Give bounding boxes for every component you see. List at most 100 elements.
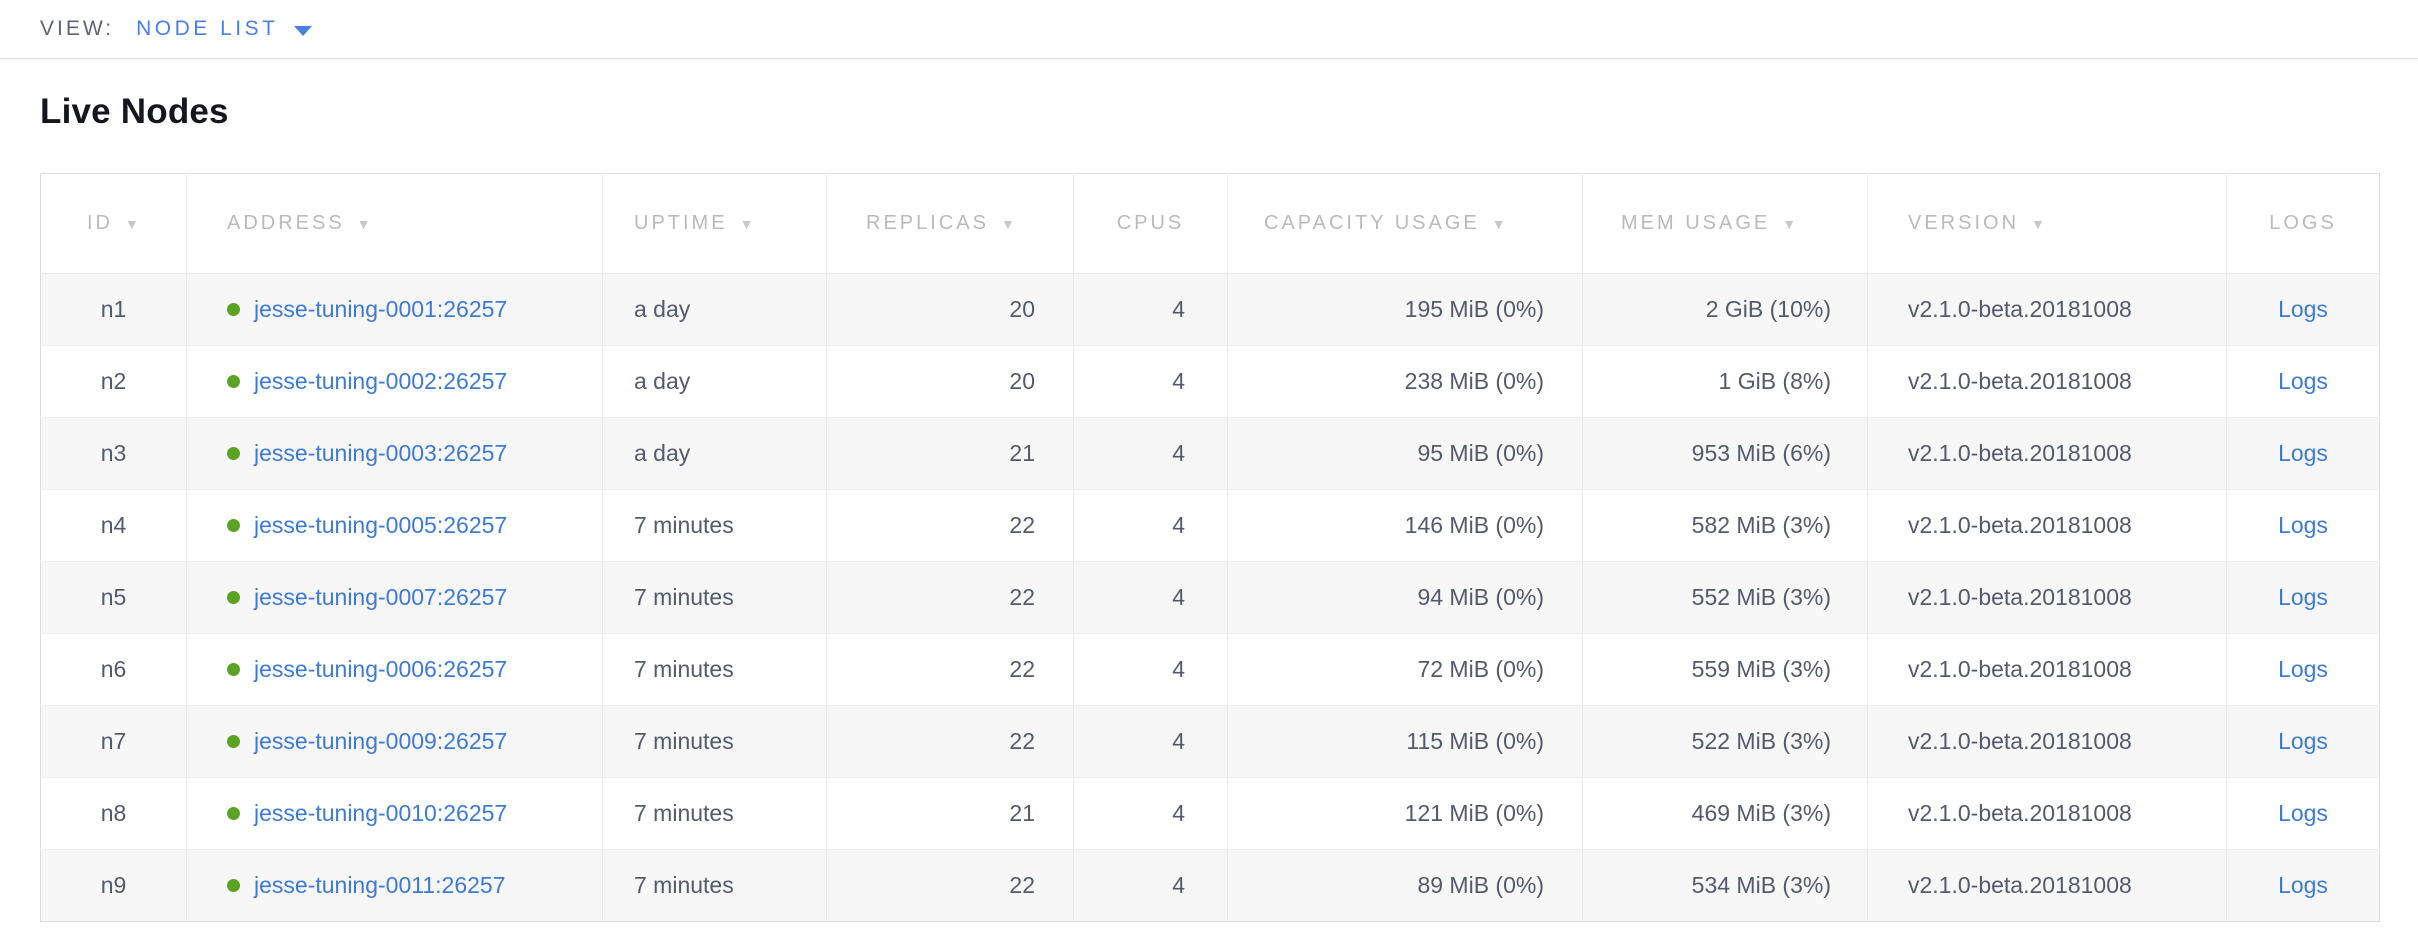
- cell-replicas: 20: [826, 273, 1074, 346]
- column-header-capacity[interactable]: CAPACITY USAGE ▼: [1227, 173, 1583, 274]
- column-header-id[interactable]: ID ▼: [40, 173, 187, 274]
- column-header-label: MEM USAGE: [1621, 212, 1771, 234]
- cell-version: v2.1.0-beta.20181008: [1867, 345, 2227, 418]
- node-logs-link[interactable]: Logs: [2278, 872, 2328, 898]
- node-row: n9 jesse-tuning-0011:26257 7 minutes 22 4 89 …: [40, 849, 2380, 922]
- cell-mem: 582 MiB (3%): [1582, 489, 1868, 562]
- node-address-link[interactable]: jesse-tuning-0003:26257: [254, 440, 508, 466]
- view-selector-dropdown[interactable]: NODE LIST: [136, 17, 313, 41]
- cell-cpus: 4: [1073, 489, 1228, 562]
- cell-logs: Logs: [2226, 273, 2380, 346]
- live-nodes-table: ID ▼ ADDRESS ▼ UPTIME ▼ REPLICAS ▼ CPUS CAPACITY …: [40, 173, 2380, 922]
- column-header-version[interactable]: VERSION ▼: [1867, 173, 2227, 274]
- column-header-mem[interactable]: MEM USAGE ▼: [1582, 173, 1868, 274]
- cell-cpus: 4: [1073, 849, 1228, 922]
- cell-logs: Logs: [2226, 345, 2380, 418]
- node-logs-link[interactable]: Logs: [2278, 296, 2328, 322]
- cell-cpus: 4: [1073, 345, 1228, 418]
- cell-cpus: 4: [1073, 705, 1228, 778]
- cell-mem: 1 GiB (8%): [1582, 345, 1868, 418]
- node-address-link[interactable]: jesse-tuning-0011:26257: [254, 872, 506, 898]
- node-logs-link[interactable]: Logs: [2278, 728, 2328, 754]
- cell-mem: 469 MiB (3%): [1582, 777, 1868, 850]
- column-header-label: CAPACITY USAGE: [1264, 212, 1480, 234]
- node-live-status-icon: [227, 447, 240, 460]
- cell-capacity: 238 MiB (0%): [1227, 345, 1583, 418]
- node-live-status-icon: [227, 519, 240, 532]
- cell-uptime: 7 minutes: [602, 489, 827, 562]
- cell-address: jesse-tuning-0003:26257: [186, 417, 603, 490]
- node-logs-link[interactable]: Logs: [2278, 440, 2328, 466]
- cell-replicas: 22: [826, 705, 1074, 778]
- node-logs-link[interactable]: Logs: [2278, 656, 2328, 682]
- cell-id: n7: [40, 705, 187, 778]
- cell-id: n9: [40, 849, 187, 922]
- node-live-status-icon: [227, 807, 240, 820]
- cell-replicas: 22: [826, 633, 1074, 706]
- cell-cpus: 4: [1073, 777, 1228, 850]
- cell-cpus: 4: [1073, 633, 1228, 706]
- cell-capacity: 146 MiB (0%): [1227, 489, 1583, 562]
- column-header-cpus: CPUS: [1073, 173, 1228, 274]
- node-live-status-icon: [227, 375, 240, 388]
- node-address-link[interactable]: jesse-tuning-0002:26257: [254, 368, 508, 394]
- cell-version: v2.1.0-beta.20181008: [1867, 705, 2227, 778]
- view-label: VIEW:: [40, 17, 115, 40]
- sort-descending-icon: ▼: [2031, 216, 2045, 232]
- cell-replicas: 22: [826, 489, 1074, 562]
- cell-logs: Logs: [2226, 849, 2380, 922]
- dropdown-caret-icon: [294, 25, 313, 36]
- cell-capacity: 121 MiB (0%): [1227, 777, 1583, 850]
- cell-id: n4: [40, 489, 187, 562]
- cell-id: n2: [40, 345, 187, 418]
- cell-id: n6: [40, 633, 187, 706]
- cell-uptime: 7 minutes: [602, 561, 827, 634]
- cell-address: jesse-tuning-0009:26257: [186, 705, 603, 778]
- cell-cpus: 4: [1073, 561, 1228, 634]
- cell-capacity: 94 MiB (0%): [1227, 561, 1583, 634]
- content: Live Nodes ID ▼ ADDRESS ▼ UPTIME ▼ REPLICAS ▼ CP…: [0, 92, 2418, 922]
- cell-version: v2.1.0-beta.20181008: [1867, 417, 2227, 490]
- cell-logs: Logs: [2226, 705, 2380, 778]
- cell-id: n5: [40, 561, 187, 634]
- node-address-link[interactable]: jesse-tuning-0005:26257: [254, 512, 508, 538]
- cell-address: jesse-tuning-0011:26257: [186, 849, 603, 922]
- node-address-link[interactable]: jesse-tuning-0006:26257: [254, 656, 508, 682]
- node-row: n7 jesse-tuning-0009:26257 7 minutes 22 4 115…: [40, 705, 2380, 778]
- cell-logs: Logs: [2226, 633, 2380, 706]
- cell-capacity: 89 MiB (0%): [1227, 849, 1583, 922]
- view-toolbar: VIEW: NODE LIST: [0, 0, 2418, 59]
- column-header-label: LOGS: [2269, 212, 2337, 234]
- column-header-address[interactable]: ADDRESS ▼: [186, 173, 603, 274]
- node-logs-link[interactable]: Logs: [2278, 512, 2328, 538]
- cell-uptime: a day: [602, 345, 827, 418]
- cell-cpus: 4: [1073, 273, 1228, 346]
- cell-uptime: 7 minutes: [602, 777, 827, 850]
- cell-cpus: 4: [1073, 417, 1228, 490]
- node-row: n3 jesse-tuning-0003:26257 a day 21 4 95 MiB …: [40, 417, 2380, 490]
- node-address-link[interactable]: jesse-tuning-0001:26257: [254, 296, 508, 322]
- cell-uptime: 7 minutes: [602, 705, 827, 778]
- cell-mem: 559 MiB (3%): [1582, 633, 1868, 706]
- cell-version: v2.1.0-beta.20181008: [1867, 273, 2227, 346]
- cell-id: n3: [40, 417, 187, 490]
- node-logs-link[interactable]: Logs: [2278, 368, 2328, 394]
- cell-logs: Logs: [2226, 417, 2380, 490]
- table-header-row: ID ▼ ADDRESS ▼ UPTIME ▼ REPLICAS ▼ CPUS CAPACITY …: [40, 173, 2380, 274]
- node-row: n8 jesse-tuning-0010:26257 7 minutes 21 4 121…: [40, 777, 2380, 850]
- cell-replicas: 21: [826, 777, 1074, 850]
- view-selector-value: NODE LIST: [136, 17, 279, 40]
- cell-uptime: a day: [602, 417, 827, 490]
- node-row: n5 jesse-tuning-0007:26257 7 minutes 22 4 94 …: [40, 561, 2380, 634]
- node-address-link[interactable]: jesse-tuning-0007:26257: [254, 584, 508, 610]
- node-address-link[interactable]: jesse-tuning-0010:26257: [254, 800, 508, 826]
- node-address-link[interactable]: jesse-tuning-0009:26257: [254, 728, 508, 754]
- column-header-label: CPUS: [1116, 212, 1185, 234]
- column-header-label: UPTIME: [634, 212, 728, 234]
- node-logs-link[interactable]: Logs: [2278, 584, 2328, 610]
- node-logs-link[interactable]: Logs: [2278, 800, 2328, 826]
- column-header-replicas[interactable]: REPLICAS ▼: [826, 173, 1074, 274]
- node-row: n6 jesse-tuning-0006:26257 7 minutes 22 4 72 …: [40, 633, 2380, 706]
- cell-mem: 953 MiB (6%): [1582, 417, 1868, 490]
- column-header-uptime[interactable]: UPTIME ▼: [602, 173, 827, 274]
